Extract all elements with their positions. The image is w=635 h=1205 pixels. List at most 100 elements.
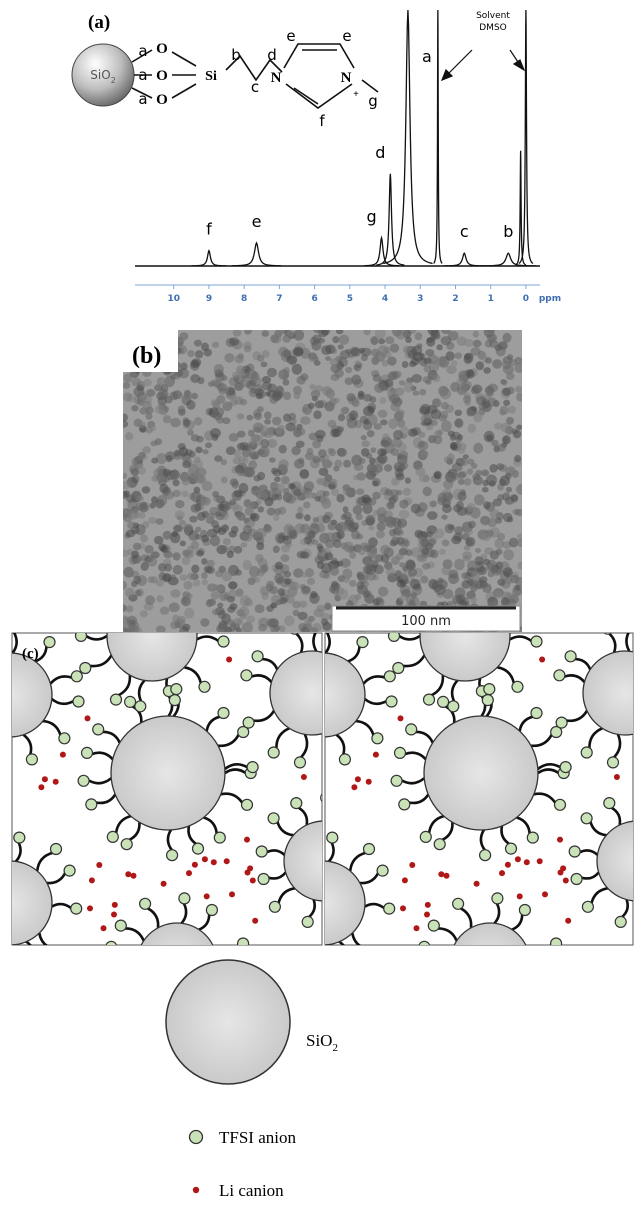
legend-particle — [165, 959, 291, 1085]
nanoparticle — [412, 390, 420, 396]
nanoparticle — [181, 477, 191, 486]
schematic-left — [12, 633, 322, 994]
nanoparticle — [403, 578, 410, 585]
nanoparticle — [440, 401, 449, 410]
cation — [186, 870, 192, 877]
nanoparticle — [175, 500, 185, 509]
chain — [117, 675, 132, 697]
chain — [351, 932, 362, 945]
cation — [560, 865, 567, 872]
nanoparticle — [337, 448, 347, 457]
chain — [400, 777, 426, 785]
chain — [205, 715, 221, 732]
nanoparticle — [457, 370, 469, 381]
anion — [242, 716, 255, 729]
nanoparticle — [420, 414, 431, 424]
nanoparticle — [496, 443, 506, 452]
nanoparticle — [242, 560, 252, 571]
nanoparticle — [278, 346, 289, 357]
nanoparticle — [293, 330, 305, 341]
nanoparticle — [123, 481, 131, 490]
nanoparticle — [365, 452, 373, 459]
anion — [139, 897, 152, 910]
nanoparticle — [397, 419, 406, 428]
nanoparticle — [491, 439, 499, 447]
nanoparticle — [215, 570, 223, 578]
nanoparticle — [144, 545, 154, 554]
chain — [114, 814, 132, 834]
nanoparticle — [321, 562, 332, 574]
anion — [338, 753, 351, 766]
chain — [217, 733, 240, 748]
nanoparticle — [343, 541, 354, 553]
nanoparticle — [234, 354, 244, 364]
nanoparticle — [356, 581, 365, 590]
nanoparticle — [286, 355, 298, 365]
nanoparticle — [139, 395, 147, 402]
nanoparticle — [385, 516, 397, 528]
nanoparticle — [203, 565, 213, 573]
chain — [124, 983, 143, 994]
nanoparticle — [292, 609, 300, 617]
nanoparticle — [224, 353, 235, 363]
nanoparticle — [240, 542, 248, 548]
nanoparticle — [473, 442, 484, 454]
nanoparticle — [489, 509, 500, 519]
anion — [240, 669, 253, 682]
nanoparticle — [420, 538, 430, 548]
nanoparticle — [390, 401, 401, 412]
chain — [579, 849, 599, 856]
peak-label: f — [206, 220, 212, 239]
nanoparticle — [311, 539, 319, 545]
nanoparticle — [212, 608, 220, 616]
nanoparticle — [362, 503, 373, 515]
nanoparticle — [466, 502, 476, 513]
nanoparticle — [372, 374, 382, 382]
nanoparticle — [356, 533, 363, 540]
nanoparticle — [315, 429, 326, 439]
nanoparticle — [349, 551, 357, 559]
nanoparticle — [227, 619, 235, 626]
nanoparticle — [472, 473, 481, 481]
nanoparticle — [165, 451, 176, 461]
imidazolium-ring-top — [283, 43, 355, 69]
chain — [89, 654, 113, 668]
nanoparticle — [293, 391, 301, 400]
nanoparticle — [243, 344, 252, 353]
anion — [553, 669, 566, 682]
nanoparticle — [345, 516, 354, 527]
nanoparticle — [302, 407, 309, 413]
nanoparticle — [195, 534, 202, 540]
nanoparticle — [481, 486, 489, 493]
nanoparticle — [266, 507, 276, 516]
chain — [250, 674, 273, 683]
nanoparticle — [178, 334, 187, 343]
nanoparticle — [378, 586, 389, 597]
nanoparticle — [300, 416, 311, 425]
nanoparticle — [455, 500, 464, 510]
nanoparticle — [187, 468, 198, 479]
nanoparticle — [232, 330, 242, 337]
cation — [351, 784, 358, 791]
cation — [409, 862, 416, 868]
chain — [51, 902, 73, 910]
nanoparticle — [439, 410, 449, 419]
label-box — [123, 330, 178, 372]
nanoparticle — [217, 602, 224, 608]
chain — [533, 792, 557, 804]
anion — [427, 919, 440, 932]
nanoparticle — [322, 514, 331, 524]
nanoparticle — [517, 561, 522, 570]
nanoparticle — [291, 446, 301, 456]
nanoparticle — [431, 419, 438, 426]
nanoparticle — [139, 501, 150, 513]
nanoparticle — [184, 607, 195, 619]
site-label: a — [138, 66, 147, 84]
nanoparticle — [352, 505, 363, 515]
nanoparticle — [325, 356, 332, 361]
chain — [137, 679, 146, 702]
nanoparticle — [491, 567, 502, 576]
nanoparticle — [247, 577, 256, 586]
panel-label: (c) — [22, 646, 39, 662]
nanoparticle — [292, 600, 301, 609]
